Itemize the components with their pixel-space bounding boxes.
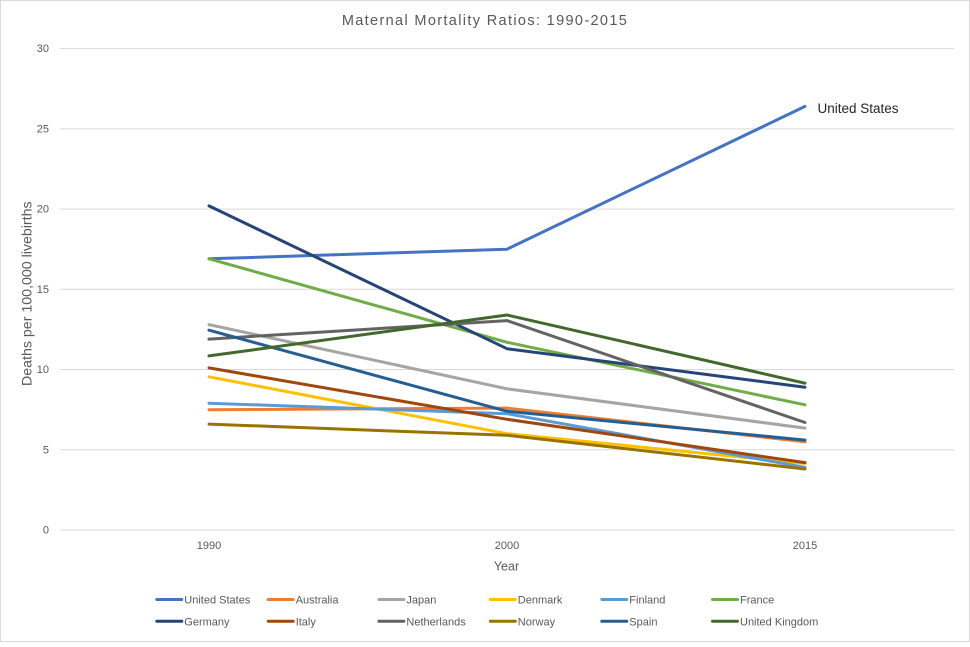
svg-text:Denmark: Denmark <box>518 595 563 607</box>
svg-text:1990: 1990 <box>197 540 221 552</box>
svg-text:Finland: Finland <box>629 595 665 607</box>
svg-text:5: 5 <box>43 444 49 456</box>
svg-text:United Kingdom: United Kingdom <box>740 616 818 628</box>
svg-text:France: France <box>740 595 774 607</box>
svg-text:15: 15 <box>37 284 49 296</box>
svg-text:30: 30 <box>37 43 49 55</box>
svg-text:United States: United States <box>184 595 251 607</box>
svg-text:10: 10 <box>37 364 49 376</box>
svg-text:Germany: Germany <box>184 616 230 628</box>
svg-text:Spain: Spain <box>629 616 657 628</box>
svg-text:Deaths per 100,000 livebirths: Deaths per 100,000 livebirths <box>20 201 36 386</box>
svg-text:2015: 2015 <box>793 540 817 552</box>
svg-text:Australia: Australia <box>296 595 340 607</box>
svg-text:0: 0 <box>43 525 49 537</box>
svg-text:Italy: Italy <box>296 616 317 628</box>
svg-text:20: 20 <box>37 204 49 216</box>
svg-text:2000: 2000 <box>495 540 519 552</box>
svg-text:Japan: Japan <box>406 595 436 607</box>
svg-text:Norway: Norway <box>518 616 556 628</box>
svg-text:Netherlands: Netherlands <box>406 616 466 628</box>
svg-text:25: 25 <box>37 123 49 135</box>
svg-text:Maternal Mortality Ratios: 199: Maternal Mortality Ratios: 1990-2015 <box>342 13 628 29</box>
svg-text:United States: United States <box>818 101 899 116</box>
svg-text:Year: Year <box>494 559 519 573</box>
